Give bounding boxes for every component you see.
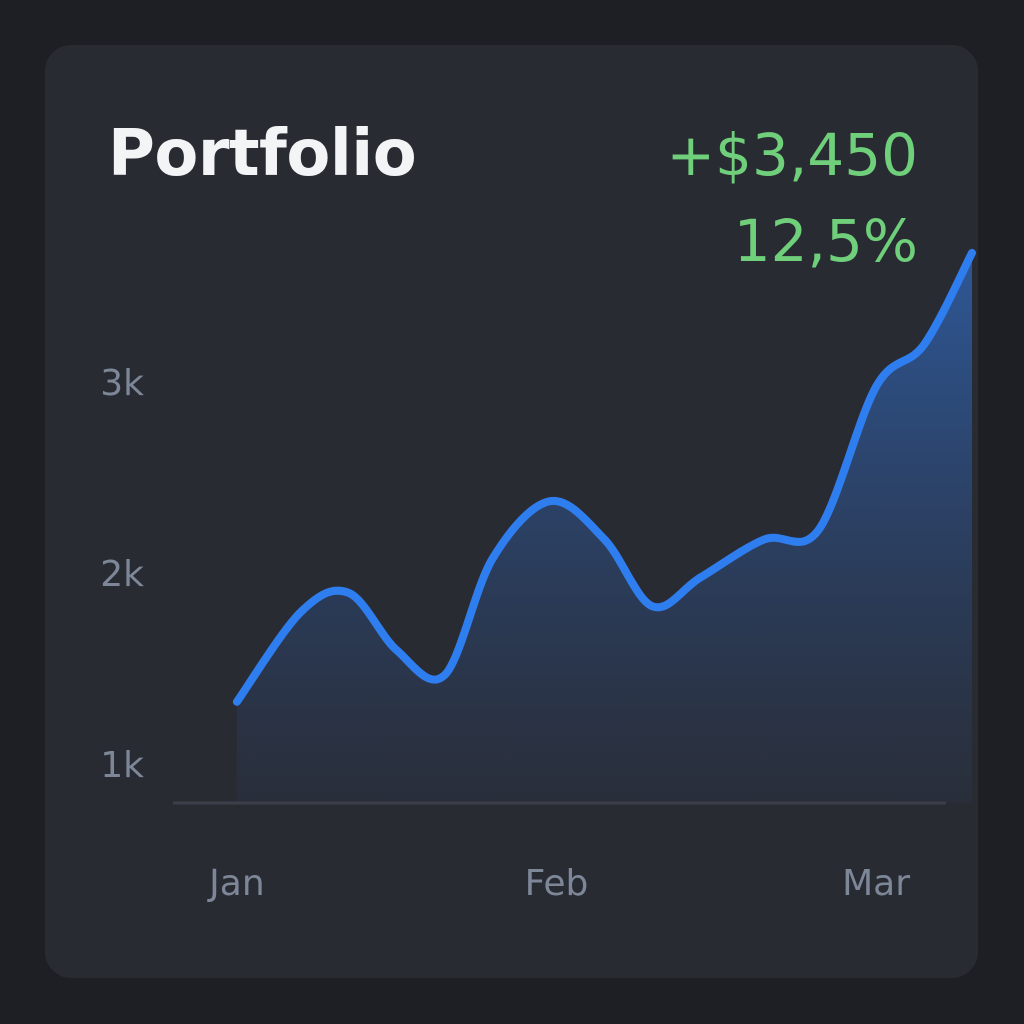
y-tick-label: 2k (100, 554, 144, 595)
y-axis-ticks: 1k 2k 3k (100, 363, 144, 786)
gain-percent: 12,5% (733, 207, 918, 275)
x-tick-label: Feb (525, 863, 589, 904)
series-area (236, 252, 972, 803)
x-axis-ticks: Jan Feb Mar (207, 863, 910, 904)
portfolio-card: Portfolio +$3,450 12,5% (45, 45, 978, 978)
y-tick-label: 3k (100, 363, 144, 404)
y-tick-label: 1k (100, 745, 144, 786)
x-tick-label: Jan (207, 863, 265, 904)
page-title: Portfolio (108, 117, 417, 191)
series-line (232, 248, 976, 706)
x-tick-label: Mar (842, 863, 910, 904)
gain-amount: +$3,450 (666, 121, 918, 189)
